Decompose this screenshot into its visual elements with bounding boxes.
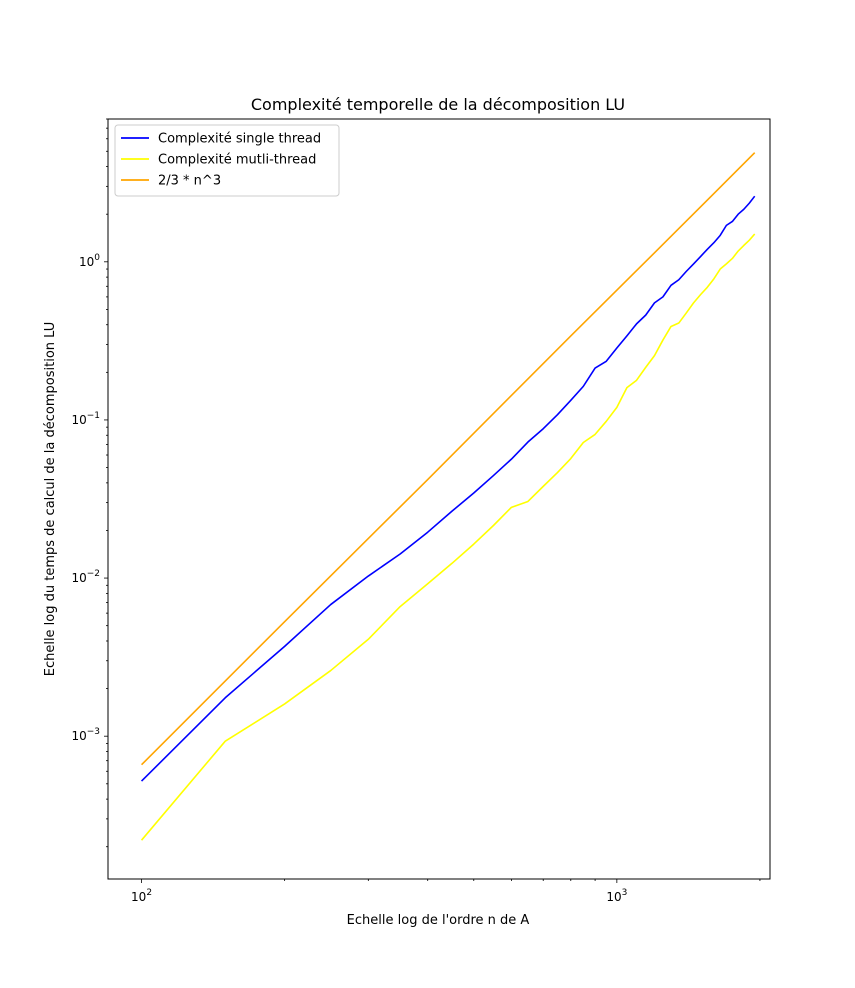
x-tick-label: 103 [606, 888, 627, 904]
x-axis-ticks: 102 103 [131, 879, 761, 904]
series-line-1 [140, 233, 756, 841]
legend-entry-2: 2/3 * n^3 [158, 174, 221, 189]
legend-box [114, 124, 340, 197]
y-tick-label: 100 [79, 253, 100, 269]
chart-title: Complexité temporelle de la décompositio… [251, 95, 625, 114]
y-tick-label: 10−3 [71, 727, 100, 743]
legend-entry-0: Complexité single thread [158, 132, 321, 147]
legend-entry-1: Complexité mutli-thread [158, 153, 316, 168]
series-line-2 [140, 152, 756, 766]
x-axis-label: Echelle log de l'ordre n de A [347, 913, 530, 928]
series-line-0 [140, 195, 756, 782]
y-tick-label: 10−2 [71, 569, 100, 585]
y-axis-label: Echelle log du temps de calcul de la déc… [43, 322, 58, 677]
plot-frame [107, 118, 771, 880]
plot-lines [140, 152, 756, 841]
y-tick-label: 10−1 [71, 411, 100, 427]
y-axis-ticks: 10−3 10−2 10−1 100 [71, 118, 108, 848]
x-tick-label: 102 [131, 888, 152, 904]
legend: Complexité single thread Complexité mutli… [114, 124, 340, 197]
